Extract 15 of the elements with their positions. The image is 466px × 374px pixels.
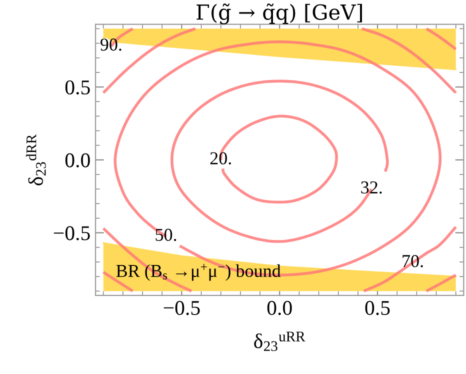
y-tick-label: −0.5 — [54, 226, 90, 240]
annotation: 90. — [100, 38, 122, 51]
annotation: 20. — [210, 152, 231, 164]
annotation: 32. — [361, 181, 382, 194]
annotation: 70. — [402, 254, 423, 268]
x-tick-label: 0.5 — [365, 300, 390, 316]
x-tick-label: 0.0 — [267, 300, 292, 316]
chart-title: Γ(g̃ → q̃q) [GeV] — [196, 3, 362, 24]
y-tick-label: 0.5 — [65, 80, 90, 95]
x-tick-label: −0.5 — [164, 300, 200, 316]
x-axis-title: δ$_{23}$$^{uRR}$ — [254, 332, 306, 352]
annotation: 50. — [156, 228, 176, 242]
annotation: BR (B$_{s}$ →μ$^{+}$μ$^{−}$) bound — [116, 264, 281, 281]
y-tick-label: 0.0 — [65, 153, 90, 168]
y-axis-title: δ$_{23}$$^{dRR}$ — [26, 134, 46, 186]
